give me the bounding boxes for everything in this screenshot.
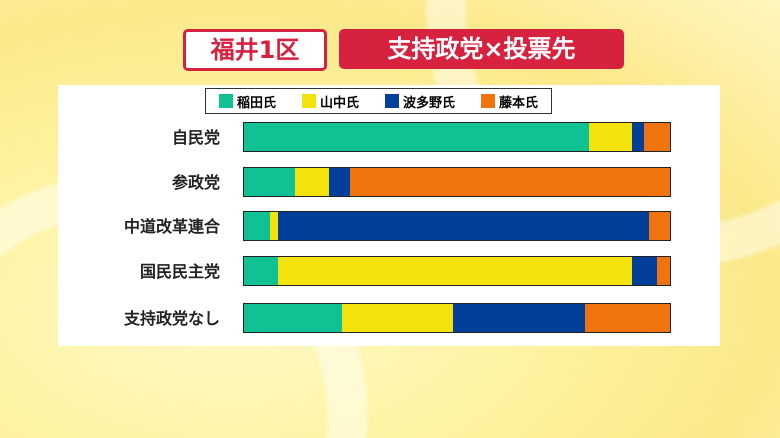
stacked-bar xyxy=(243,167,671,197)
bar-segment xyxy=(329,168,351,196)
legend-swatch xyxy=(384,94,399,108)
stacked-bar xyxy=(243,122,671,152)
bar-segment xyxy=(341,304,453,332)
legend-item: 波多野氏 xyxy=(384,92,455,111)
chart-title: 支持政党×投票先 xyxy=(339,29,624,69)
legend-label: 稲田氏 xyxy=(236,95,276,111)
chart-panel: 稲田氏 山中氏 波多野氏 藤本氏 自民党参政党中道改革連合国民民主党支持政党なし xyxy=(58,85,720,346)
stacked-bar xyxy=(243,303,671,333)
legend-label: 山中氏 xyxy=(319,95,359,111)
bar-segment xyxy=(452,304,585,332)
district-title: 福井1区 xyxy=(183,29,327,71)
bar-segment xyxy=(244,257,279,285)
category-label: 支持政党なし xyxy=(123,309,220,328)
bar-segment xyxy=(269,212,279,240)
bar-segment xyxy=(295,168,330,196)
legend-label: 波多野氏 xyxy=(402,95,455,111)
bar-segment xyxy=(244,168,296,196)
legend-swatch xyxy=(480,94,495,108)
bar-segment xyxy=(244,212,270,240)
bar-segment xyxy=(648,212,670,240)
category-label: 中道改革連合 xyxy=(123,217,220,236)
legend-label: 藤本氏 xyxy=(498,95,538,111)
bar-segment xyxy=(278,257,632,285)
bar-row: 自民党 xyxy=(58,122,720,154)
legend-swatch xyxy=(301,94,316,108)
bar-segment xyxy=(244,304,342,332)
legend-item: 藤本氏 xyxy=(480,92,538,111)
category-label: 参政党 xyxy=(171,173,220,192)
bar-segment xyxy=(631,123,645,151)
bar-segment xyxy=(589,123,632,151)
category-label: 国民民主党 xyxy=(139,262,220,281)
bar-row: 支持政党なし xyxy=(58,303,720,335)
bar-segment xyxy=(657,257,670,285)
stacked-bar xyxy=(243,211,671,241)
legend-item: 山中氏 xyxy=(301,92,359,111)
stacked-bar xyxy=(243,256,671,286)
legend-swatch xyxy=(218,94,233,108)
bar-segment xyxy=(244,123,590,151)
bar-segment xyxy=(644,123,670,151)
bar-segment xyxy=(278,212,649,240)
legend: 稲田氏 山中氏 波多野氏 藤本氏 xyxy=(205,88,552,114)
bar-segment xyxy=(350,168,670,196)
bar-row: 参政党 xyxy=(58,167,720,199)
bar-row: 国民民主党 xyxy=(58,256,720,288)
legend-item: 稲田氏 xyxy=(218,92,276,111)
bar-segment xyxy=(631,257,658,285)
bar-row: 中道改革連合 xyxy=(58,211,720,243)
bar-segment xyxy=(584,304,670,332)
category-label: 自民党 xyxy=(171,128,220,147)
